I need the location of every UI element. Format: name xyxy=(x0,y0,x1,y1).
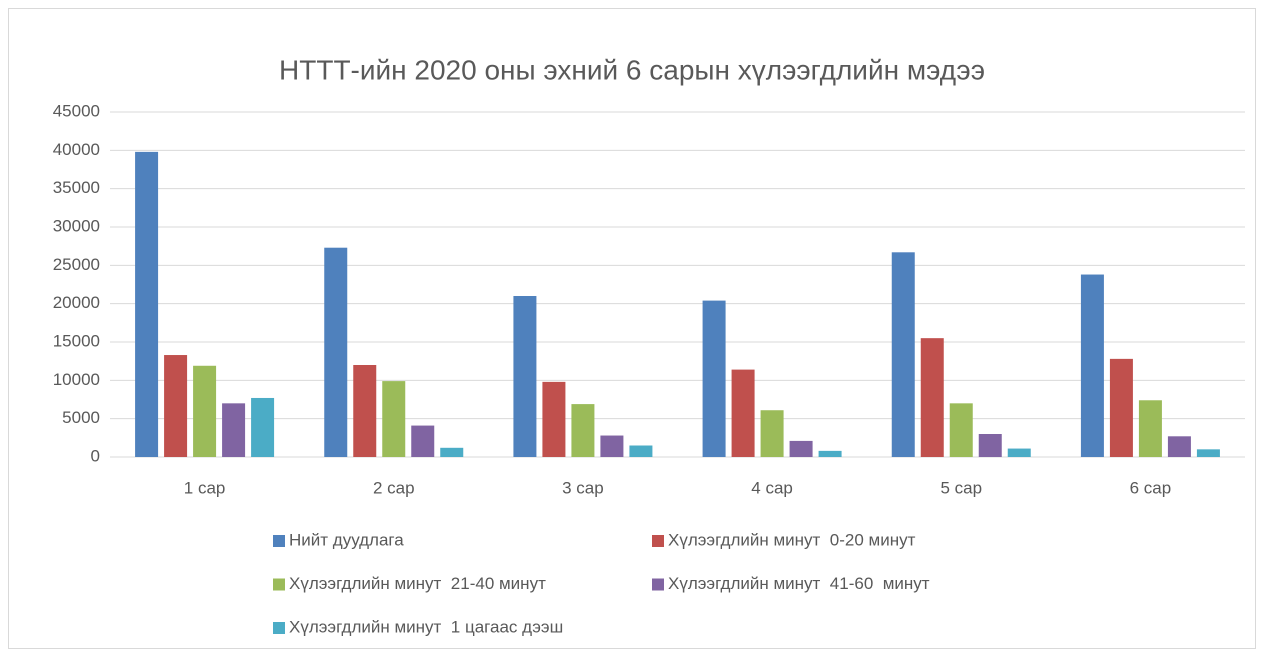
bar xyxy=(571,404,595,457)
y-tick-label: 15000 xyxy=(53,331,100,350)
y-tick-label: 5000 xyxy=(62,408,100,427)
y-tick-label: 10000 xyxy=(53,370,100,389)
bar xyxy=(731,369,755,457)
legend-swatch xyxy=(652,535,664,547)
legend-label: Хүлээгдлийн минут 21-40 минут xyxy=(289,574,546,593)
legend-label: Нийт дуудлага xyxy=(289,530,404,549)
bar xyxy=(542,381,566,457)
bar xyxy=(629,445,653,457)
bar xyxy=(222,403,246,457)
bar xyxy=(1109,358,1133,457)
bar xyxy=(324,247,348,457)
legend-label: Хүлээгдлийн минут 1 цагаас дээш xyxy=(289,617,563,636)
bar xyxy=(1138,400,1162,457)
bar xyxy=(440,447,464,457)
x-tick-label: 1 сар xyxy=(184,478,226,497)
y-tick-label: 20000 xyxy=(53,293,100,312)
bar xyxy=(1196,449,1220,457)
bar xyxy=(164,355,188,457)
bar xyxy=(702,300,726,457)
bar xyxy=(1080,274,1104,457)
legend-label: Хүлээгдлийн минут 41-60 минут xyxy=(668,574,930,593)
legend-swatch xyxy=(273,622,285,634)
bar xyxy=(1167,436,1191,457)
chart-title: НТТТ-ийн 2020 оны эхний 6 сарын хүлээгдл… xyxy=(279,54,985,85)
bar xyxy=(411,425,435,457)
bar xyxy=(1007,448,1031,457)
y-tick-label: 35000 xyxy=(53,178,100,197)
chart-border xyxy=(8,8,1256,649)
legend-swatch xyxy=(273,578,285,591)
x-tick-label: 4 сар xyxy=(751,478,793,497)
bar xyxy=(920,338,944,457)
y-tick-label: 45000 xyxy=(53,101,100,120)
x-tick-label: 3 сар xyxy=(562,478,604,497)
bar xyxy=(382,381,406,457)
bar xyxy=(251,397,275,457)
bar xyxy=(353,365,377,457)
bar xyxy=(891,252,915,457)
bar xyxy=(789,440,813,457)
y-tick-label: 25000 xyxy=(53,255,100,274)
legend-swatch xyxy=(652,578,664,591)
bar xyxy=(818,450,842,457)
x-tick-label: 6 сар xyxy=(1130,478,1172,497)
y-tick-label: 0 xyxy=(91,446,100,465)
y-tick-label: 40000 xyxy=(53,140,100,159)
x-tick-label: 5 сар xyxy=(940,478,982,497)
legend-swatch xyxy=(273,535,285,547)
legend-label: Хүлээгдлийн минут 0-20 минут xyxy=(668,530,916,549)
bar xyxy=(978,434,1002,457)
bar xyxy=(193,365,217,457)
bar xyxy=(600,435,624,457)
bar xyxy=(949,403,973,457)
bar xyxy=(513,296,537,457)
bar xyxy=(760,410,784,457)
bar xyxy=(135,151,159,457)
y-tick-label: 30000 xyxy=(53,216,100,235)
x-tick-label: 2 сар xyxy=(373,478,415,497)
